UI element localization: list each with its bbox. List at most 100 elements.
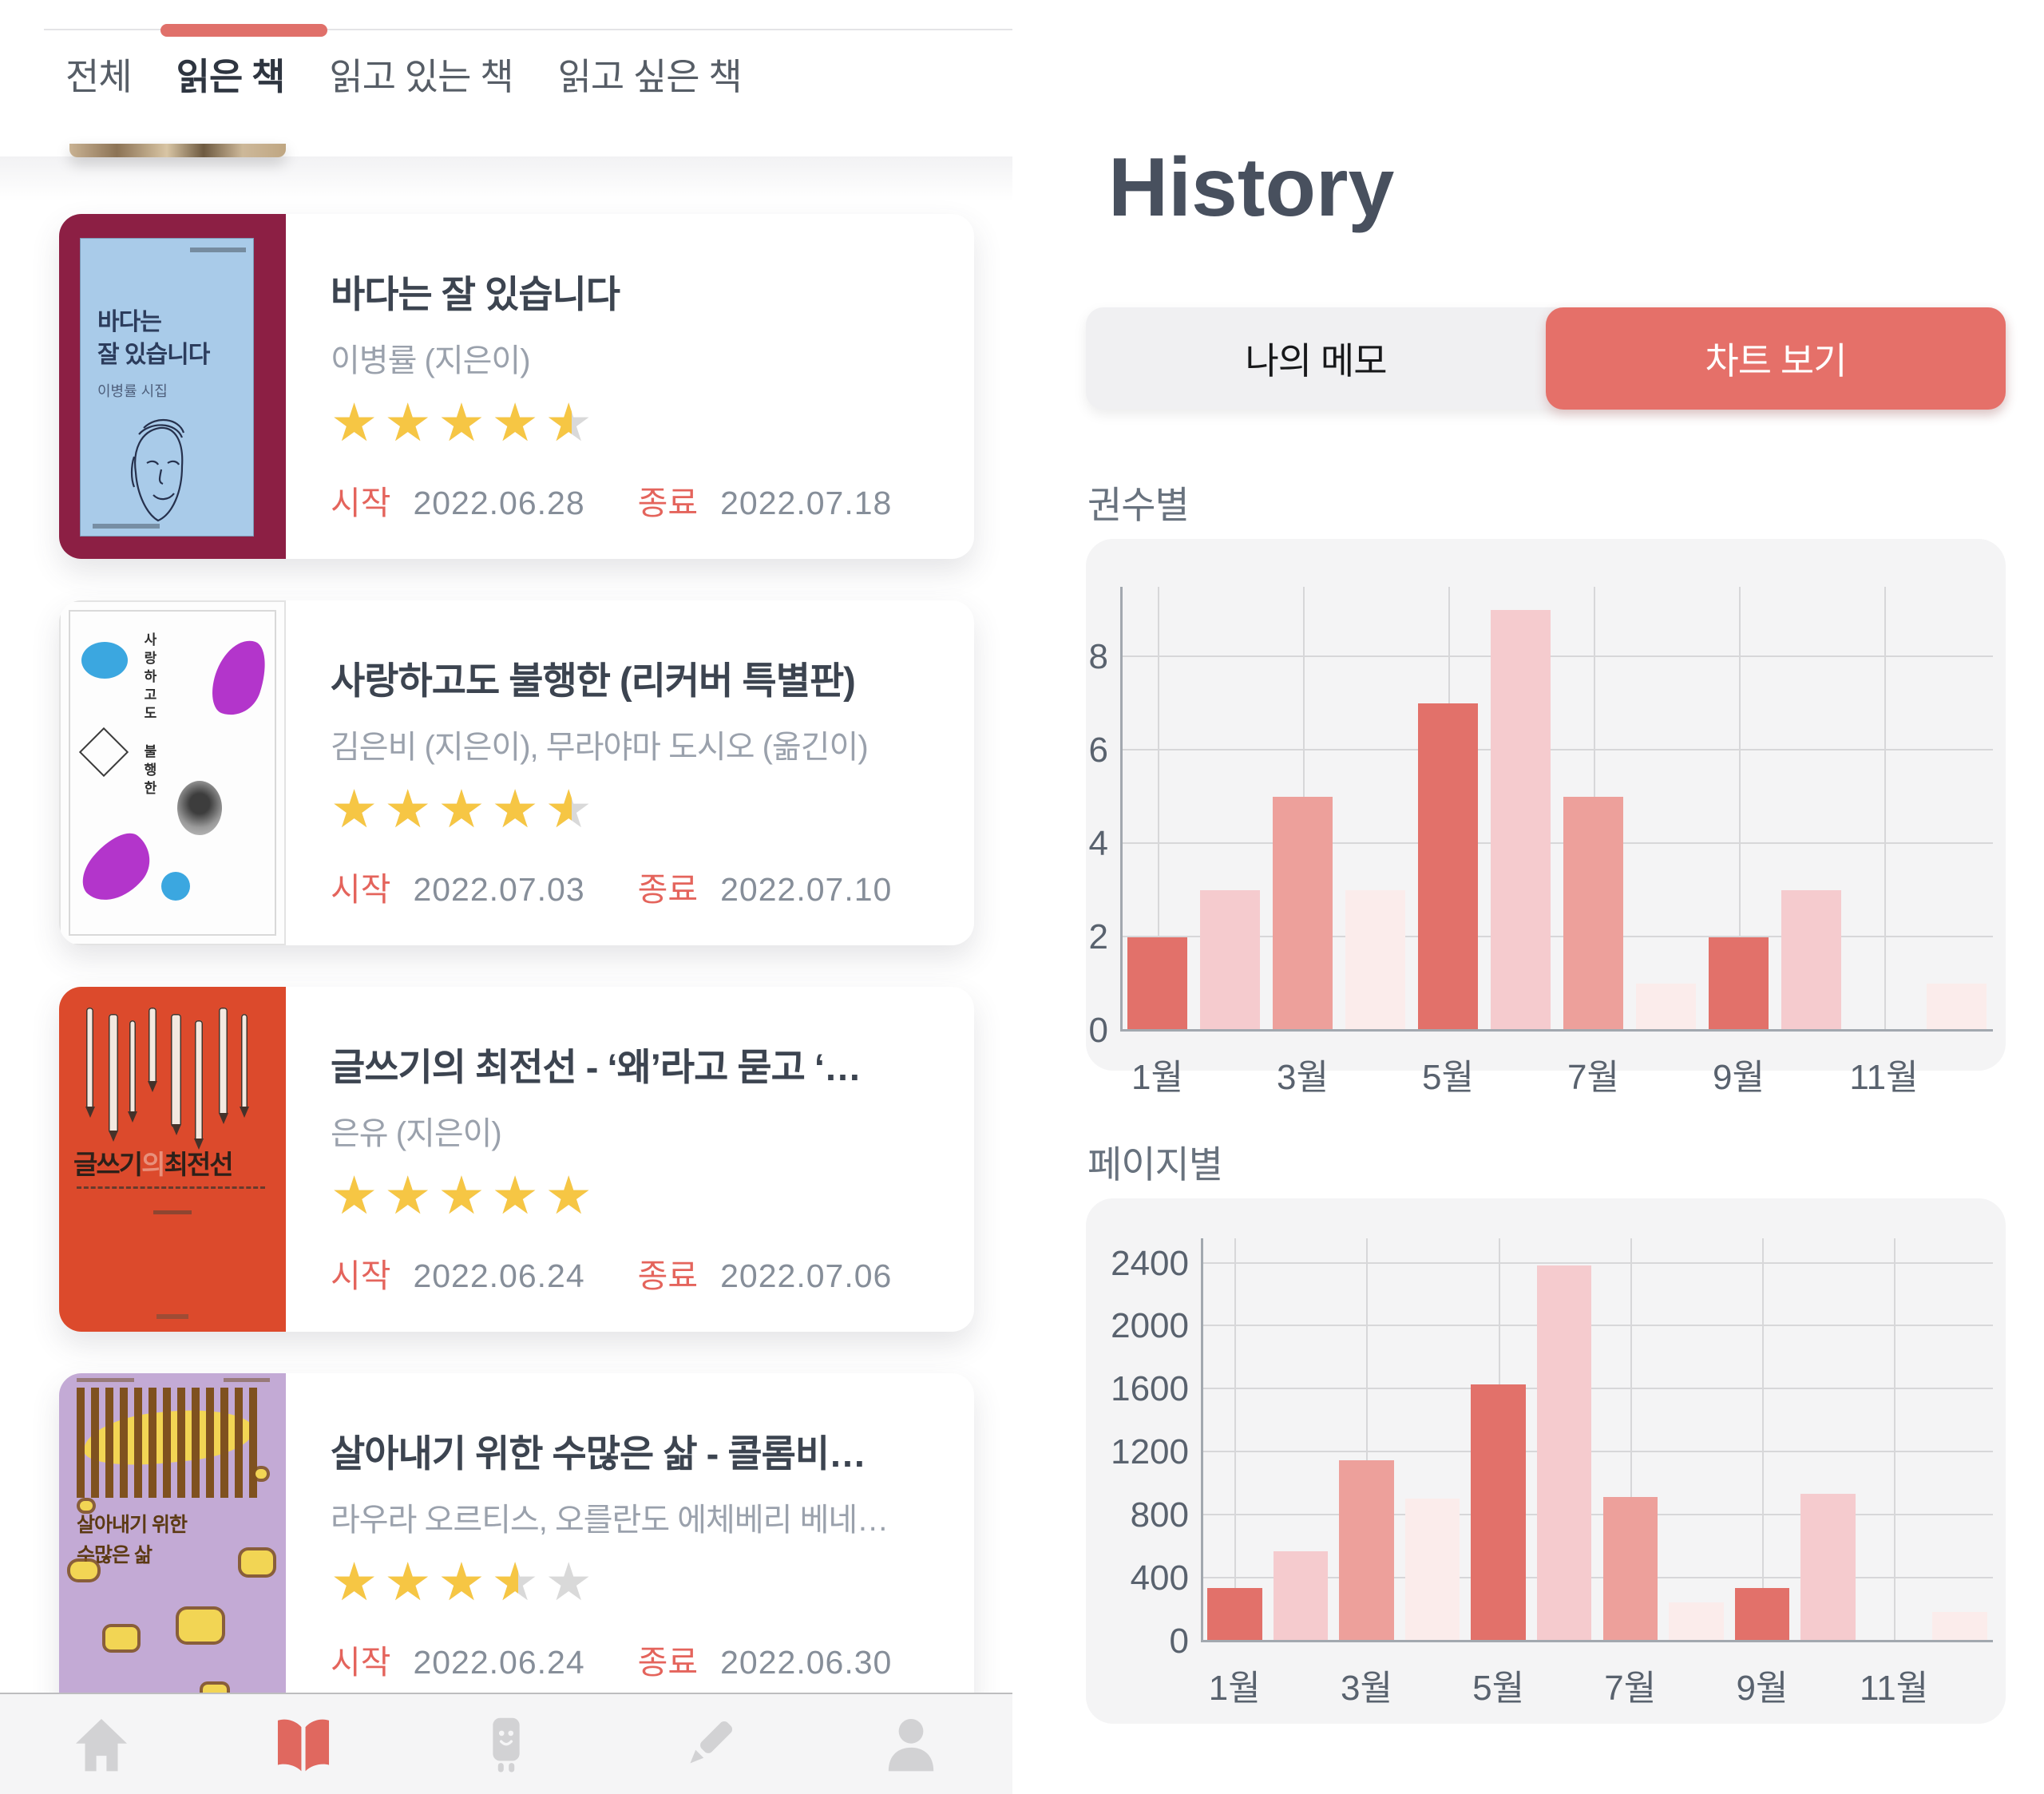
gridline-horizontal — [1202, 1325, 1993, 1327]
cover-caption-line — [153, 1210, 192, 1214]
gridline-vertical — [1157, 587, 1159, 1031]
tab-3[interactable]: 읽고 있는 책 — [329, 56, 513, 97]
profile-icon[interactable] — [875, 1709, 947, 1780]
gridline-horizontal — [1202, 1388, 1993, 1390]
bar-1월 — [1207, 1587, 1262, 1642]
bar-1월 — [1127, 937, 1188, 1031]
book-cover-3: 글쓰기의최전선 — [59, 987, 286, 1332]
bar-2월 — [1273, 1550, 1329, 1642]
x-tick-label: 1월 — [1208, 1669, 1261, 1708]
y-tick-label: 2 — [1088, 917, 1108, 956]
gridline-horizontal — [1121, 655, 1993, 657]
publisher-line — [93, 524, 160, 529]
photo-oval — [177, 781, 222, 835]
date-value: 2022.06.30 — [720, 1643, 893, 1681]
bar-9월 — [1708, 937, 1769, 1031]
x-tick-label: 5월 — [1422, 1058, 1474, 1097]
bar-6월 — [1490, 610, 1551, 1031]
book-author: 김은비 (지은이), 무라야마 도시오 (옮긴이) — [331, 730, 869, 765]
cover-caption-line — [190, 248, 246, 252]
x-tick-label: 1월 — [1131, 1058, 1183, 1097]
book-author: 라우라 오르티스, 오를란도 에체베리 베네… — [331, 1503, 889, 1538]
y-tick-label: 0 — [1088, 1011, 1108, 1050]
book-icon[interactable] — [267, 1709, 339, 1780]
date-value: 2022.07.18 — [720, 484, 893, 521]
date-label: 종료 — [637, 870, 699, 908]
home-icon[interactable] — [65, 1709, 137, 1780]
yellow-spot — [256, 1469, 267, 1479]
date-label: 시작 — [331, 484, 391, 521]
cover-subtitle: 이병률 시집 — [97, 383, 168, 399]
book-card-3[interactable]: 글쓰기의최전선 글쓰기의 최전선 - ‘왜’라고 묻고 ‘… 은유 (지은이) ★★… — [59, 987, 974, 1332]
gridline-vertical — [1884, 587, 1886, 1031]
date-value: 2022.07.10 — [720, 870, 893, 908]
bar-7월 — [1563, 797, 1624, 1031]
blue-circle — [81, 642, 128, 679]
book-card-2[interactable]: 사랑하고도 불행한 사랑하고도 불행한 (리커버 특별판) 김은비 (지은이), … — [59, 600, 974, 945]
tab-4[interactable]: 읽고 싶은 책 — [557, 56, 743, 97]
cover-title: 사랑하고도 불행한 — [141, 632, 156, 799]
segment-2[interactable]: 차트 보기 — [1546, 307, 2006, 410]
book-cover-1: 바다는 잘 있습니다 이병률 시집 — [59, 214, 286, 559]
segment-1[interactable]: 나의 메모 — [1245, 340, 1387, 382]
chart-card-1: 0 2 4 6 8 1월 3월 5월 7월 9월 11월 — [1086, 539, 2006, 1097]
bar-6월 — [1536, 1265, 1592, 1642]
plot-area: 0 400 800 1200 1600 2000 2400 1월 3월 5월 7월 9월 11월 — [1111, 1238, 1993, 1708]
yellow-spot — [241, 1550, 273, 1574]
book-info: 사랑하고도 불행한 (리커버 특별판) 김은비 (지은이), 무라야마 도시오 (… — [286, 600, 974, 945]
reading-dates: 시작 2022.06.24 종료 2022.07.06 — [331, 1249, 974, 1297]
x-tick-label: 3월 — [1277, 1058, 1329, 1097]
tab-1[interactable]: 전체 — [65, 56, 133, 97]
x-tick-label: 9월 — [1736, 1669, 1788, 1708]
history-panel: History 나의 메모 차트 보기 권수별 0 2 4 6 8 1월 3월 5월 7월 9월 11월… — [1030, 0, 2044, 1794]
book-title: 바다는 잘 있습니다 — [331, 273, 620, 315]
star-rating: ★★★★★★★★★★ — [331, 393, 599, 452]
y-tick-label: 400 — [1130, 1558, 1189, 1598]
face-sketch — [130, 418, 185, 522]
yellow-spot — [80, 1501, 93, 1511]
pencil-icon[interactable] — [673, 1709, 745, 1780]
plot-area: 0 2 4 6 8 1월 3월 5월 7월 9월 11월 — [1089, 587, 1993, 1097]
gridline-vertical — [1894, 1238, 1896, 1642]
book-info: 글쓰기의 최전선 - ‘왜’라고 묻고 ‘… 은유 (지은이) ★★★★★ ★★★★★… — [286, 987, 974, 1332]
yellow-spot — [105, 1627, 137, 1649]
pen-illustration — [149, 1008, 156, 1084]
bar-8월 — [1635, 984, 1697, 1031]
cage-bars — [77, 1388, 262, 1498]
list-top-fade — [0, 156, 1012, 201]
book-card-1[interactable]: 바다는 잘 있습니다 이병률 시집 바다는 잘 있습니다 이병률 (지은이) ★★★★… — [59, 214, 974, 559]
publisher-line — [156, 1314, 188, 1319]
active-tab-indicator — [160, 24, 327, 37]
x-tick-label: 5월 — [1472, 1669, 1525, 1708]
book-cover-2: 사랑하고도 불행한 — [59, 600, 286, 945]
book-cover-4: 살아내기 위한 수많은 삶 — [59, 1373, 286, 1718]
book-author: 은유 (지은이) — [331, 1116, 502, 1151]
pen-illustration — [219, 1008, 228, 1116]
bar-12월 — [1932, 1611, 1987, 1642]
y-tick-label: 8 — [1088, 636, 1108, 676]
y-axis-line — [1201, 1238, 1203, 1642]
x-tick-label: 7월 — [1567, 1058, 1619, 1097]
cover-title: 살아내기 위한 수많은 삶 — [77, 1514, 188, 1566]
chart-title-2: 페이지별 — [1087, 1143, 1223, 1186]
character-icon[interactable] — [470, 1709, 542, 1780]
reading-dates: 시작 2022.06.24 종료 2022.06.30 — [331, 1635, 974, 1683]
star-rating: ★★★★★★★★★★ — [331, 779, 599, 838]
cover-title: 글쓰기의최전선 — [73, 1150, 234, 1179]
date-label: 종료 — [637, 1643, 699, 1681]
book-list-app: 전체 읽은 책 읽고 있는 책 읽고 싶은 책 바다는 잘 있습니다 이병률 시집 바다… — [0, 0, 1012, 1794]
pen-illustration — [109, 1014, 118, 1134]
tab-2[interactable]: 읽은 책 — [176, 56, 286, 97]
cover-title: 바다는 잘 있습니다 — [97, 309, 210, 368]
page-title: History — [1108, 141, 1395, 234]
y-tick-label: 2400 — [1111, 1243, 1189, 1283]
y-tick-label: 2000 — [1111, 1306, 1189, 1346]
partial-book-card[interactable] — [69, 144, 286, 157]
date-label: 종료 — [637, 484, 699, 521]
book-card-4[interactable]: 살아내기 위한 수많은 삶 살아내기 위한 수많은 삶 - 콜롬비… 라우라 오르티… — [59, 1373, 974, 1718]
date-label: 시작 — [331, 870, 391, 908]
x-tick-label: 11월 — [1849, 1058, 1919, 1097]
gridline-horizontal — [1121, 842, 1993, 844]
date-label: 종료 — [637, 1257, 699, 1294]
